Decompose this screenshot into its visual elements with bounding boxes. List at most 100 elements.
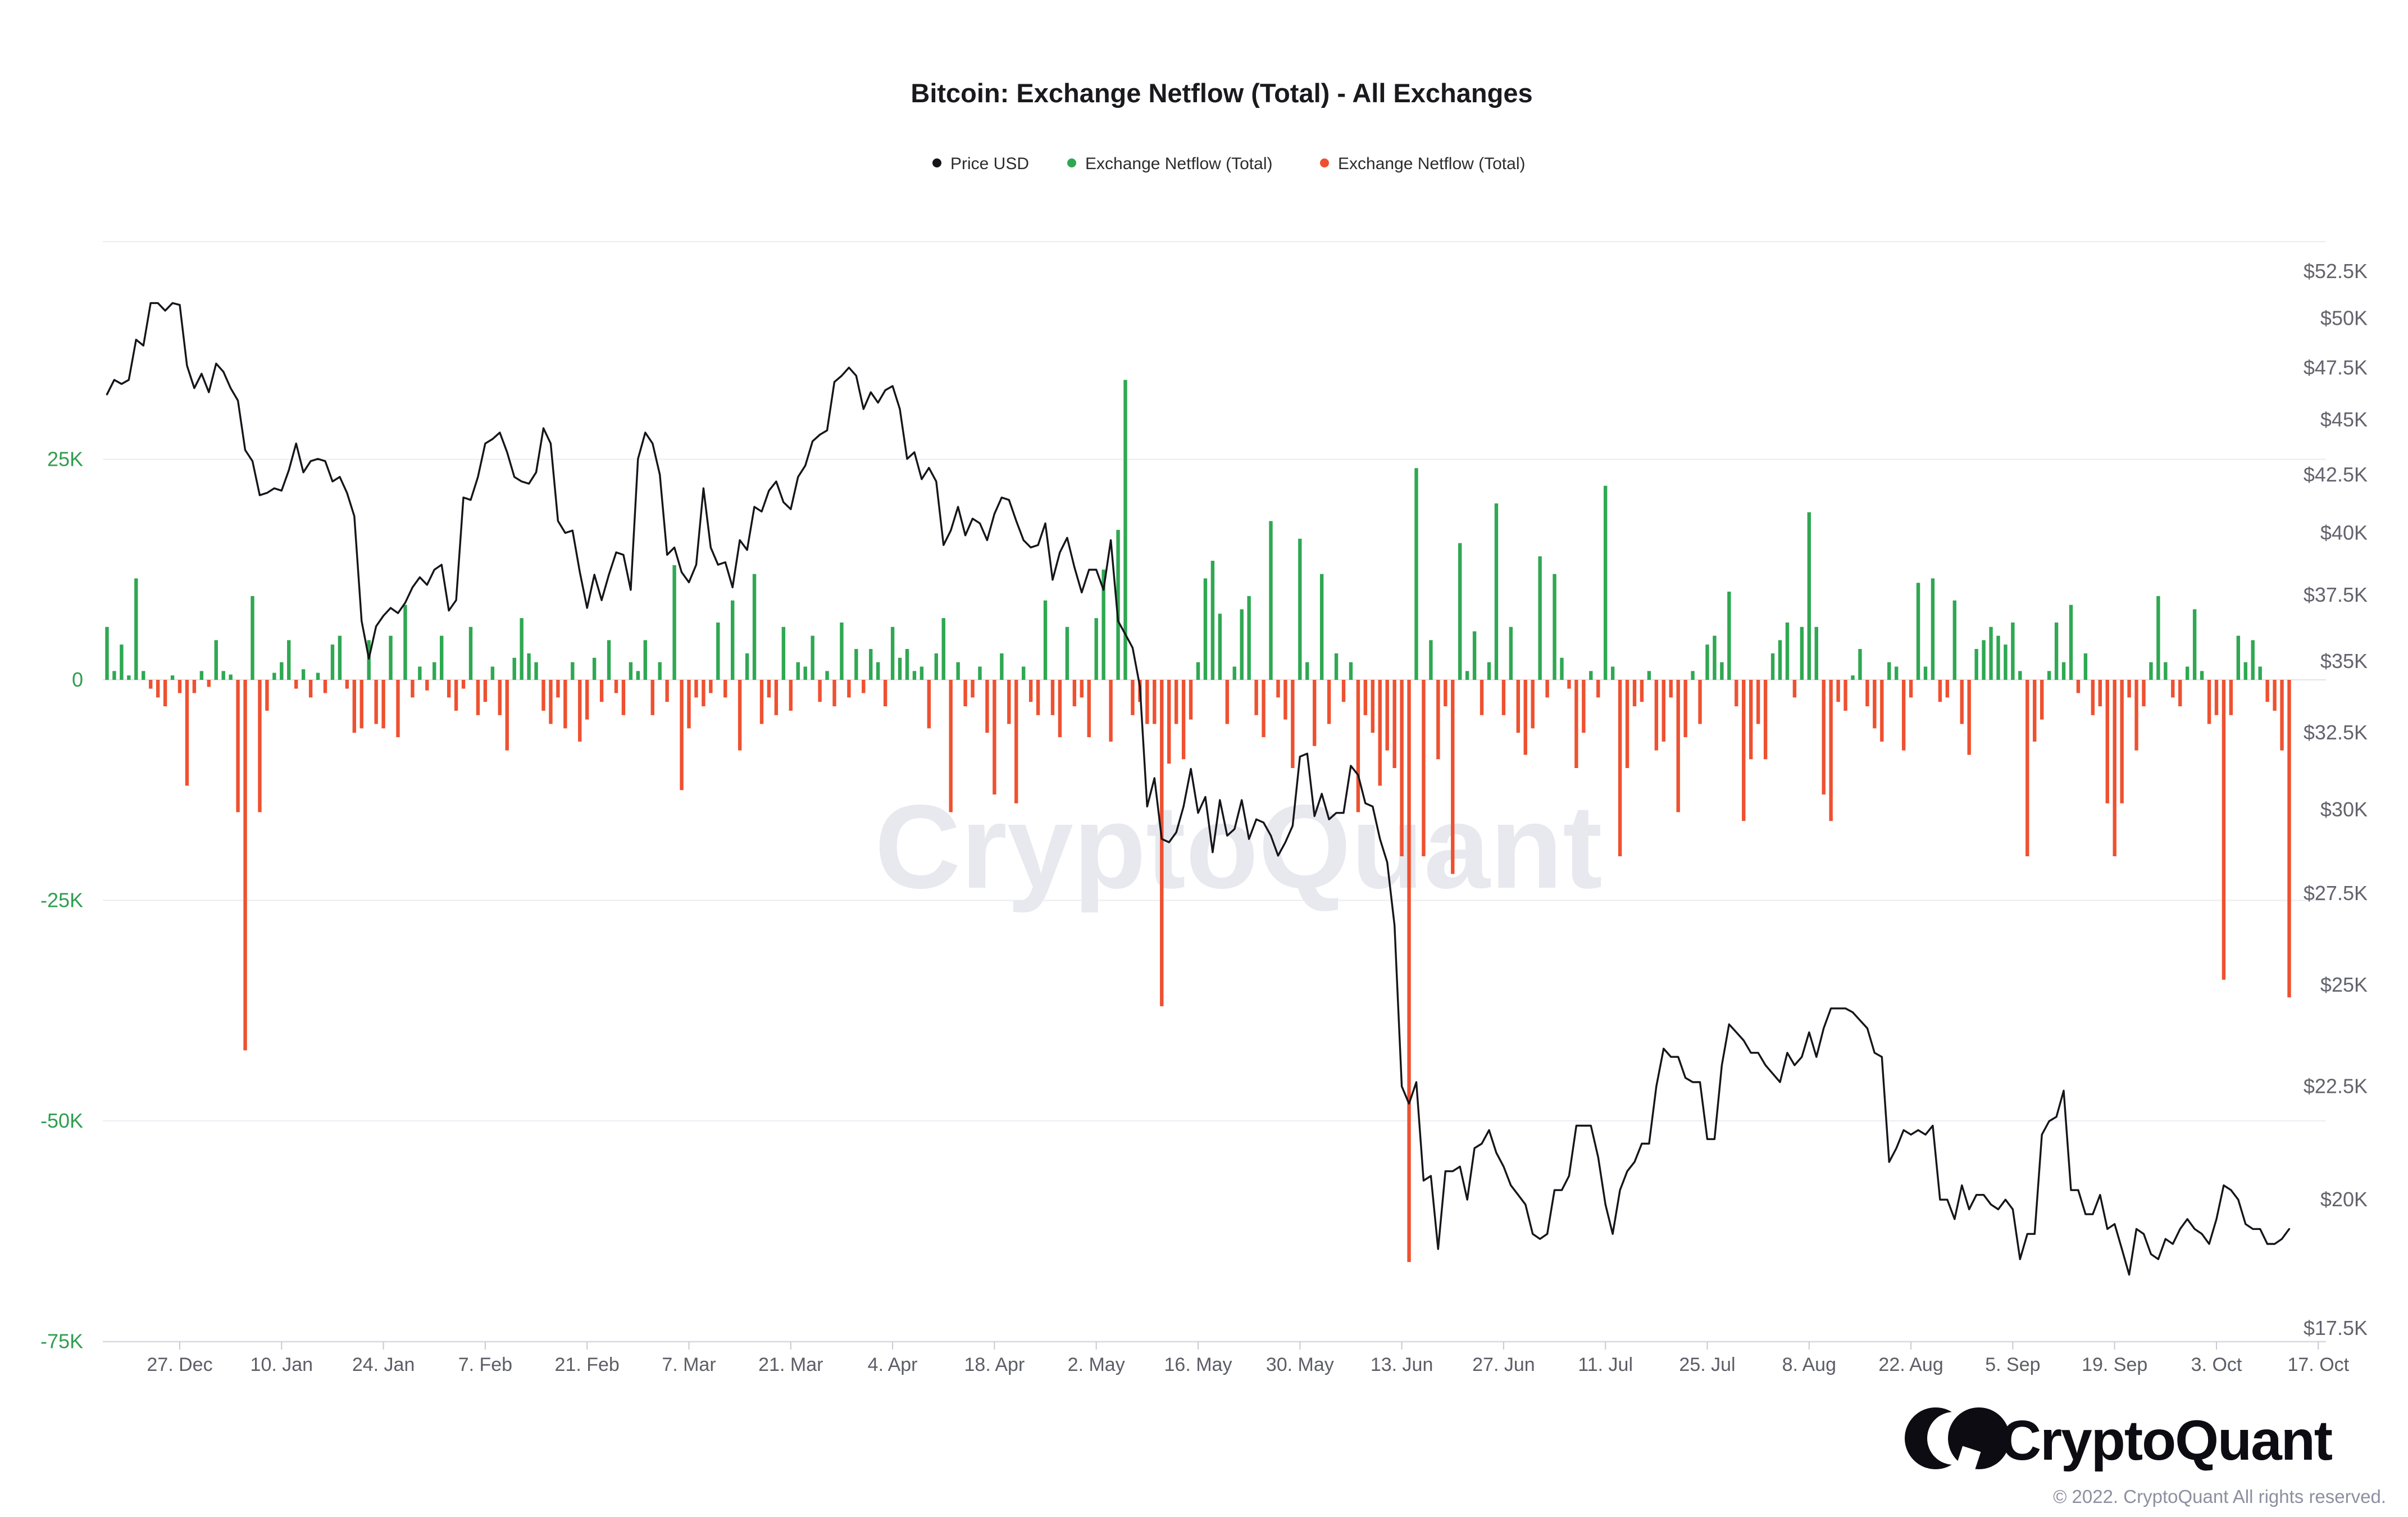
netflow-bar[interactable] (105, 626, 109, 680)
netflow-bar[interactable] (374, 680, 378, 724)
netflow-bar[interactable] (1582, 680, 1586, 733)
netflow-bar[interactable] (1000, 653, 1004, 680)
netflow-bar[interactable] (1531, 680, 1535, 729)
netflow-bar[interactable] (2033, 680, 2037, 742)
netflow-bar[interactable] (403, 605, 407, 680)
netflow-bar[interactable] (592, 657, 597, 680)
netflow-bar[interactable] (272, 673, 276, 680)
netflow-bar[interactable] (2105, 680, 2109, 803)
netflow-bar[interactable] (265, 680, 269, 711)
netflow-bar[interactable] (1007, 680, 1011, 724)
netflow-bar[interactable] (2243, 662, 2247, 680)
netflow-bar[interactable] (1392, 680, 1396, 768)
netflow-bar[interactable] (1800, 626, 1804, 680)
netflow-bar[interactable] (483, 680, 488, 702)
netflow-bar[interactable] (585, 680, 589, 720)
netflow-bar[interactable] (767, 680, 771, 698)
netflow-bar[interactable] (1785, 622, 1790, 680)
netflow-bar[interactable] (2149, 662, 2153, 680)
netflow-bar[interactable] (1880, 680, 1884, 742)
netflow-bar[interactable] (680, 680, 684, 791)
netflow-bar[interactable] (498, 680, 502, 715)
netflow-bar[interactable] (978, 666, 982, 680)
netflow-bar[interactable] (912, 671, 917, 680)
netflow-bar[interactable] (2171, 680, 2175, 698)
netflow-bar[interactable] (1080, 680, 1084, 698)
netflow-bar[interactable] (963, 680, 967, 707)
netflow-bar[interactable] (1123, 380, 1127, 680)
netflow-bar[interactable] (134, 578, 138, 680)
netflow-bar[interactable] (563, 680, 567, 729)
netflow-bar[interactable] (789, 680, 793, 711)
netflow-bar[interactable] (396, 680, 400, 738)
netflow-bar[interactable] (1735, 680, 1738, 707)
netflow-bar[interactable] (352, 680, 356, 733)
netflow-bar[interactable] (599, 680, 604, 702)
netflow-bar[interactable] (534, 662, 538, 680)
netflow-bar[interactable] (2164, 662, 2168, 680)
netflow-bar[interactable] (127, 675, 131, 680)
netflow-bar[interactable] (1065, 626, 1069, 680)
netflow-bar[interactable] (1683, 680, 1687, 738)
legend-item-netflow-negative[interactable]: Exchange Netflow (Total) (1320, 155, 1526, 173)
netflow-bar[interactable] (1363, 680, 1368, 715)
netflow-bar[interactable] (2054, 622, 2059, 680)
netflow-bar[interactable] (854, 649, 858, 680)
netflow-bar[interactable] (1116, 530, 1120, 680)
netflow-bar[interactable] (1109, 680, 1113, 742)
netflow-bar[interactable] (2127, 680, 2131, 698)
netflow-bar[interactable] (1269, 521, 1273, 680)
netflow-bar[interactable] (1967, 680, 1971, 755)
netflow-bar[interactable] (1487, 662, 1491, 680)
netflow-bar[interactable] (1792, 680, 1797, 698)
netflow-bar[interactable] (1014, 680, 1018, 803)
netflow-bar[interactable] (2178, 680, 2182, 707)
netflow-bar[interactable] (738, 680, 742, 751)
netflow-bar[interactable] (1640, 680, 1644, 702)
netflow-bar[interactable] (1901, 680, 1906, 751)
netflow-bar[interactable] (1378, 680, 1382, 786)
netflow-bar[interactable] (862, 680, 866, 693)
netflow-bar[interactable] (811, 635, 814, 680)
netflow-bar[interactable] (1749, 680, 1753, 760)
netflow-bar[interactable] (723, 680, 727, 698)
netflow-bar[interactable] (381, 680, 385, 729)
netflow-bar[interactable] (1705, 644, 1709, 680)
netflow-bar[interactable] (2098, 680, 2102, 707)
netflow-bar[interactable] (433, 662, 436, 680)
netflow-bar[interactable] (1087, 680, 1091, 738)
netflow-bar[interactable] (2258, 666, 2262, 680)
netflow-bar[interactable] (709, 680, 713, 693)
netflow-bar[interactable] (490, 666, 495, 680)
netflow-bar[interactable] (1240, 609, 1244, 680)
netflow-bar[interactable] (1254, 680, 1258, 715)
netflow-bar[interactable] (643, 640, 647, 680)
netflow-bar[interactable] (665, 680, 669, 702)
netflow-bar[interactable] (1604, 485, 1608, 680)
netflow-bar[interactable] (1509, 626, 1513, 680)
netflow-bar[interactable] (949, 680, 953, 812)
netflow-bar[interactable] (1465, 671, 1469, 680)
netflow-bar[interactable] (1341, 680, 1346, 702)
netflow-bar[interactable] (1444, 680, 1447, 707)
netflow-bar[interactable] (2069, 605, 2073, 680)
netflow-bar[interactable] (461, 680, 466, 689)
netflow-bar[interactable] (1203, 578, 1208, 680)
netflow-bar[interactable] (1313, 680, 1317, 746)
netflow-bar[interactable] (1923, 666, 1928, 680)
netflow-bar[interactable] (1742, 680, 1746, 821)
netflow-bar[interactable] (2142, 680, 2146, 707)
netflow-bar[interactable] (1319, 574, 1324, 680)
netflow-bar[interactable] (177, 680, 182, 693)
netflow-bar[interactable] (1610, 666, 1615, 680)
netflow-bar[interactable] (520, 618, 524, 680)
netflow-bar[interactable] (614, 680, 618, 693)
netflow-bar[interactable] (418, 666, 422, 680)
netflow-bar[interactable] (345, 680, 349, 689)
netflow-bar[interactable] (1632, 680, 1637, 707)
netflow-bar[interactable] (571, 662, 575, 680)
netflow-bar[interactable] (1873, 680, 1877, 729)
netflow-bar[interactable] (1036, 680, 1040, 715)
netflow-bar[interactable] (359, 680, 363, 729)
netflow-bar[interactable] (1181, 680, 1186, 760)
